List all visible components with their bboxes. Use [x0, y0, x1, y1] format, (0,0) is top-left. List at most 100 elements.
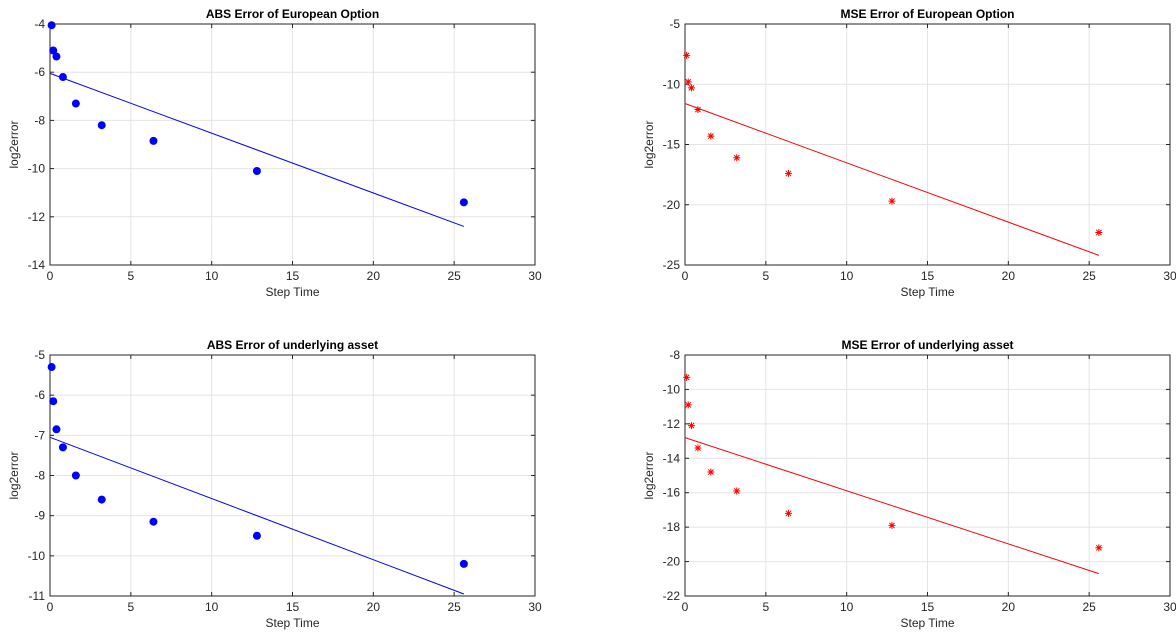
x-axis-label: Step Time — [900, 285, 954, 299]
y-tick-label: -12 — [663, 417, 681, 431]
x-tick-label: 25 — [1082, 600, 1096, 614]
y-tick-label: -15 — [663, 138, 681, 152]
x-tick-label: 10 — [205, 600, 219, 614]
x-tick-label: 5 — [762, 600, 769, 614]
y-tick-label: -7 — [34, 428, 45, 442]
fit-line — [684, 103, 1100, 256]
chart-title: MSE Error of underlying asset — [841, 338, 1013, 352]
data-point — [252, 531, 261, 540]
subplot-1: 0 5 10 15 20 25 30 -14 -12 -10 -8 -6 -4 ABS Error of … — [7, 7, 542, 299]
x-tick-label: 5 — [127, 269, 134, 283]
data-point — [71, 99, 80, 108]
x-tick-label: 0 — [47, 600, 54, 614]
y-tick-label: -5 — [669, 17, 680, 31]
data-point — [683, 51, 691, 59]
data-point — [97, 495, 106, 504]
x-tick-label: 25 — [447, 600, 461, 614]
x-tick-label: 5 — [127, 600, 134, 614]
subplot-3: 0 5 10 15 20 25 30 -11 -10 -9 -8 -7 -6 -5 ABS Error of… — [7, 338, 542, 630]
chart-title: MSE Error of European Option — [840, 7, 1014, 21]
x-axis-label: Step Time — [900, 616, 954, 630]
data-point — [888, 197, 896, 205]
x-tick-label: 10 — [205, 269, 219, 283]
data-point — [47, 21, 56, 30]
x-tick-label: 20 — [1002, 600, 1016, 614]
x-tick-label: 30 — [1163, 600, 1176, 614]
y-axis-label: log2error — [642, 451, 656, 499]
subplot-2: 0 5 10 15 20 25 30 -25 -20 -15 -10 -5 MSE Error of E… — [642, 7, 1176, 299]
x-tick-label: 0 — [47, 269, 54, 283]
data-point — [888, 521, 896, 529]
y-tick-label: -20 — [663, 198, 681, 212]
x-tick-label: 15 — [286, 269, 300, 283]
data-point — [687, 422, 695, 430]
y-tick-label: -11 — [29, 589, 46, 603]
x-tick-label: 30 — [1163, 269, 1176, 283]
chart-title: ABS Error of European Option — [206, 7, 379, 21]
chart-title: ABS Error of underlying asset — [207, 338, 378, 352]
x-tick-label: 20 — [367, 269, 381, 283]
data-point — [97, 121, 106, 130]
x-tick-label: 0 — [682, 600, 689, 614]
data-point — [733, 154, 741, 162]
x-tick-label: 10 — [840, 600, 854, 614]
data-point — [459, 559, 468, 568]
y-tick-label: -8 — [669, 348, 680, 362]
x-tick-label: 20 — [367, 600, 381, 614]
data-point — [459, 198, 468, 207]
data-point — [684, 78, 692, 86]
data-point — [49, 46, 58, 55]
y-tick-label: -20 — [663, 555, 681, 569]
x-tick-label: 25 — [1082, 269, 1096, 283]
y-tick-label: -16 — [663, 486, 681, 500]
y-axis-label: log2error — [642, 120, 656, 168]
data-point — [784, 509, 792, 517]
y-tick-label: -6 — [34, 388, 45, 402]
y-tick-label: -12 — [28, 210, 46, 224]
y-tick-label: -10 — [663, 382, 681, 396]
data-point — [694, 444, 702, 452]
data-point — [784, 169, 792, 177]
data-point — [1095, 228, 1103, 236]
data-point — [707, 468, 715, 476]
y-tick-label: -14 — [663, 451, 681, 465]
y-tick-label: -10 — [28, 162, 46, 176]
fit-line — [684, 437, 1100, 575]
x-tick-label: 0 — [682, 269, 689, 283]
data-point — [684, 401, 692, 409]
data-point — [52, 425, 61, 434]
y-tick-label: -18 — [663, 520, 681, 534]
data-point — [733, 487, 741, 495]
x-tick-label: 30 — [528, 269, 542, 283]
y-tick-label: -8 — [34, 469, 45, 483]
data-point — [149, 517, 158, 526]
y-tick-label: -25 — [663, 258, 681, 272]
x-axis-label: Step Time — [265, 285, 319, 299]
data-point — [49, 397, 58, 406]
y-axis-label: log2error — [7, 451, 21, 499]
x-tick-label: 15 — [921, 600, 935, 614]
y-tick-label: -22 — [663, 589, 681, 603]
data-point — [1095, 544, 1103, 552]
x-tick-label: 10 — [840, 269, 854, 283]
x-tick-label: 25 — [447, 269, 461, 283]
x-tick-label: 30 — [528, 600, 542, 614]
data-point — [694, 106, 702, 114]
y-tick-label: -9 — [34, 509, 45, 523]
y-tick-label: -10 — [663, 77, 681, 91]
data-point — [687, 84, 695, 92]
y-tick-label: -8 — [34, 113, 45, 127]
subplot-4: 0 5 10 15 20 25 30 -22 -20 -18 -16 -14 -12 -10 -8 MSE E… — [642, 338, 1176, 630]
x-axis-label: Step Time — [265, 616, 319, 630]
y-tick-label: -14 — [28, 258, 46, 272]
data-point — [47, 363, 56, 372]
x-tick-label: 20 — [1002, 269, 1016, 283]
data-point — [58, 73, 67, 82]
data-point — [252, 167, 261, 176]
data-point — [58, 443, 67, 452]
fit-line — [49, 72, 465, 227]
data-point — [71, 471, 80, 480]
y-tick-label: -4 — [34, 17, 45, 31]
data-point — [149, 136, 158, 145]
